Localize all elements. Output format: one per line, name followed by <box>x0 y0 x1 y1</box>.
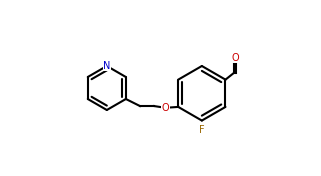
Text: O: O <box>162 103 169 113</box>
Text: O: O <box>231 53 239 63</box>
Text: F: F <box>199 125 205 135</box>
Text: N: N <box>103 61 110 71</box>
